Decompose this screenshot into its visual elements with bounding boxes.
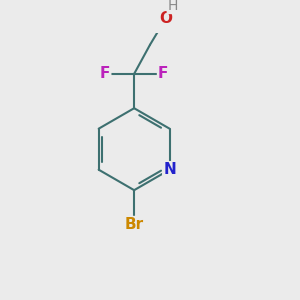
Text: O: O (159, 11, 172, 26)
Text: H: H (167, 0, 178, 14)
Text: F: F (158, 66, 168, 81)
Text: F: F (100, 66, 110, 81)
Text: Br: Br (124, 217, 144, 232)
Text: N: N (163, 162, 176, 177)
